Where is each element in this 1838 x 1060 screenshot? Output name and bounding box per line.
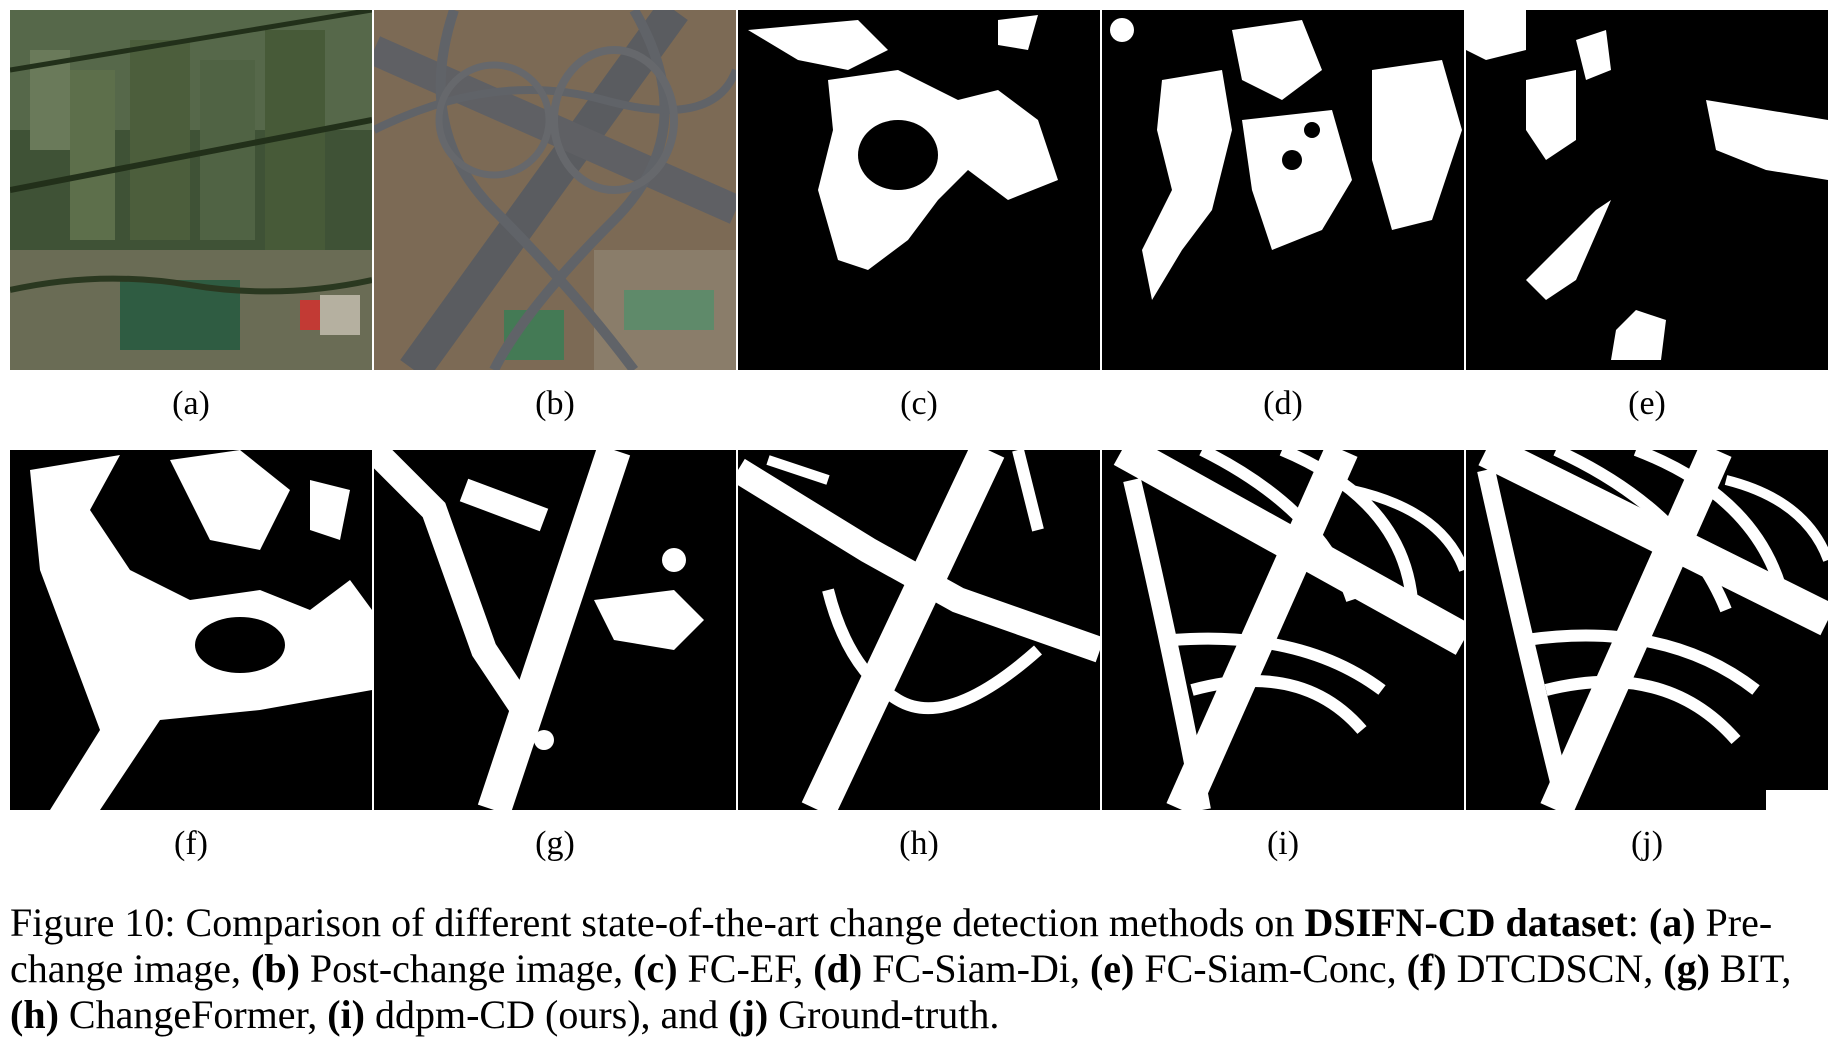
figure-row-1: (a) (b) <box>10 10 1830 450</box>
panel-label: (h) <box>899 825 939 862</box>
mask-dtcdscn <box>10 450 372 810</box>
panel-label: (j) <box>1630 825 1664 862</box>
panel-g: (g) <box>374 450 736 890</box>
panel-e: (e) <box>1466 10 1828 450</box>
mask-ddpm-cd <box>1102 450 1464 810</box>
panel-a: (a) <box>10 10 372 450</box>
caption-item: Ground-truth. <box>768 992 1000 1037</box>
caption-item: ddpm-CD (ours), and <box>365 992 729 1037</box>
caption-item: FC-Siam-Di, <box>862 946 1090 991</box>
panel-label: (f) <box>174 825 208 862</box>
panel-label: (g) <box>535 825 575 862</box>
panel-label: (b) <box>535 385 575 422</box>
caption-item: Post-change image, <box>299 946 634 991</box>
post-change-image <box>374 10 736 370</box>
caption-key: (e) <box>1089 946 1135 991</box>
panel-c: (c) <box>738 10 1100 450</box>
mask-ground-truth <box>1466 450 1828 810</box>
caption-key: (c) <box>633 946 678 991</box>
panel-f: (f) <box>10 450 372 890</box>
caption-item: Pre-change image, <box>10 900 1773 991</box>
caption-dataset: DSIFN-CD dataset <box>1304 900 1628 945</box>
caption-colon: : <box>1627 900 1639 945</box>
caption-key: (a) <box>1648 900 1696 945</box>
mask-bit <box>374 450 736 810</box>
caption-key: (i) <box>327 992 365 1037</box>
panel-label: (a) <box>172 385 210 422</box>
caption-item: ChangeFormer, <box>58 992 328 1037</box>
panel-label: (e) <box>1628 385 1666 422</box>
caption-key: (f) <box>1406 946 1447 991</box>
caption-key: (b) <box>251 946 300 991</box>
caption-item: FC-Siam-Conc, <box>1134 946 1407 991</box>
mask-fc-ef <box>738 10 1100 370</box>
caption-key: (g) <box>1663 946 1710 991</box>
mask-changeformer <box>738 450 1100 810</box>
caption-prefix: Figure 10: Comparison of different state… <box>10 900 1305 945</box>
panel-j: (j) <box>1466 450 1828 890</box>
panel-i: (i) <box>1102 450 1464 890</box>
caption-key: (j) <box>728 992 769 1037</box>
pre-change-image <box>10 10 372 370</box>
caption-item: BIT, <box>1709 946 1792 991</box>
panel-b: (b) <box>374 10 736 450</box>
panel-label: (c) <box>900 385 938 422</box>
figure-caption: Figure 10: Comparison of different state… <box>10 900 1830 1038</box>
mask-fc-siam-conc <box>1466 10 1828 370</box>
mask-fc-siam-di <box>1102 10 1464 370</box>
figure-row-2: (f) (g) (h) <box>10 450 1830 890</box>
figure-grid: (a) (b) <box>10 10 1830 890</box>
caption-item: FC-EF, <box>677 946 814 991</box>
panel-h: (h) <box>738 450 1100 890</box>
panel-d: (d) <box>1102 10 1464 450</box>
caption-key: (d) <box>813 946 863 991</box>
panel-label: (i) <box>1266 825 1300 862</box>
panel-label: (d) <box>1263 385 1303 422</box>
caption-key: (h) <box>10 992 59 1037</box>
caption-item: DTCDSCN, <box>1446 946 1664 991</box>
